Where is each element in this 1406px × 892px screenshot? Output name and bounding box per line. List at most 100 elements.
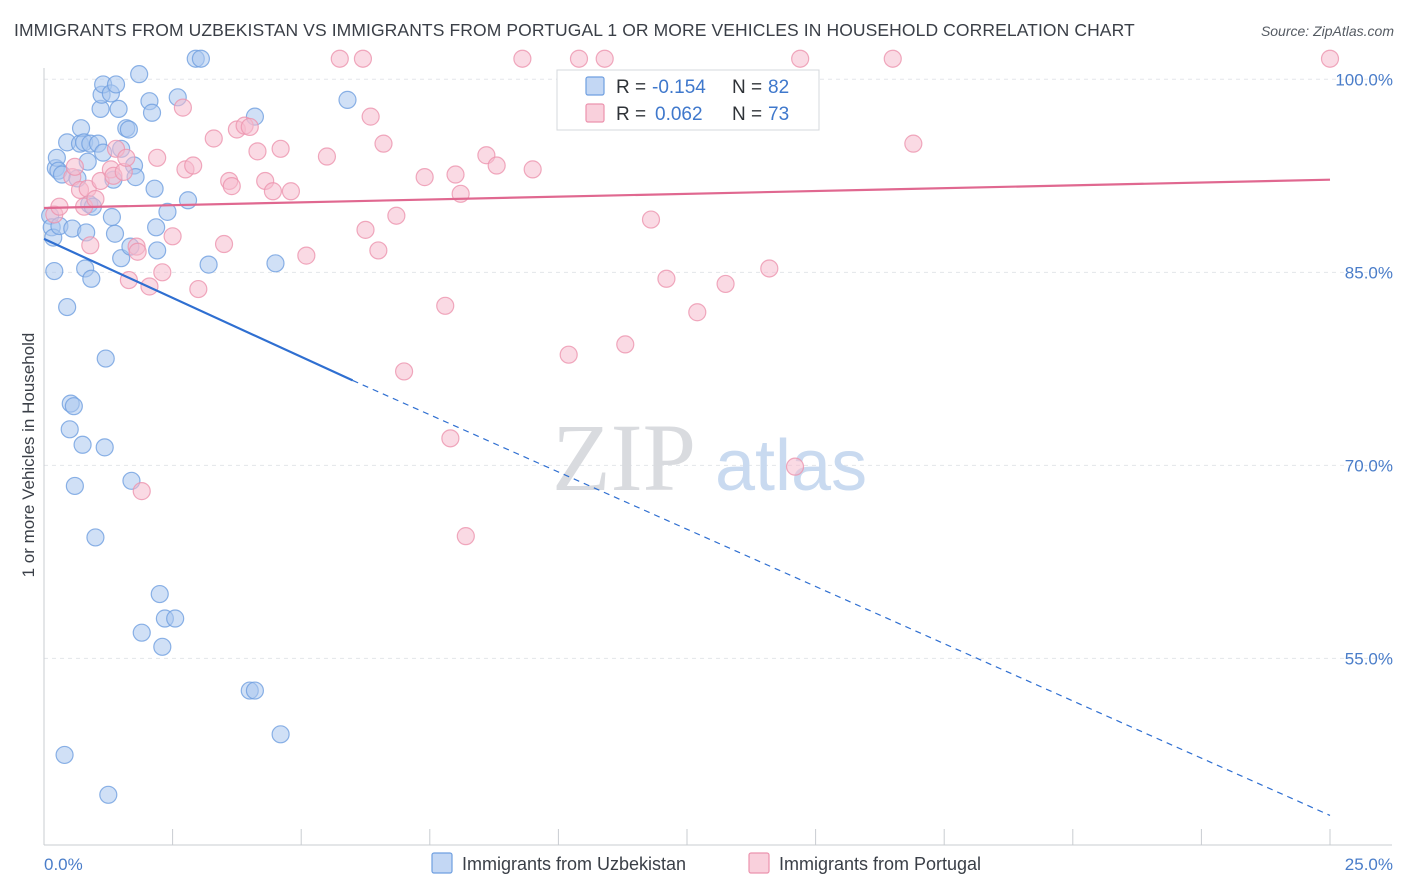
- uzbekistan-point: [130, 65, 149, 84]
- portugal-point: [189, 279, 208, 299]
- y-tick-label: 100.0%: [1335, 70, 1393, 89]
- uzbekistan-point: [96, 349, 115, 368]
- grid-lines: [44, 78, 1392, 659]
- portugal-point: [369, 241, 388, 260]
- uzbekistan-point: [106, 75, 126, 94]
- y-tick-label: 85.0%: [1345, 263, 1393, 282]
- x-tick-labels: 0.0% 25.0%: [44, 855, 1393, 874]
- portugal-point: [240, 117, 259, 137]
- y-tick-labels: 55.0% 70.0% 85.0% 100.0%: [1335, 70, 1393, 668]
- uzbekistan-point: [191, 49, 210, 68]
- portugal-point: [415, 168, 434, 187]
- portugal-point: [1320, 49, 1340, 68]
- uzbekistan-point: [86, 528, 105, 547]
- legend-top-n-label-0: N =: [732, 77, 762, 98]
- uzbekistan-point: [109, 99, 128, 119]
- portugal-point: [148, 148, 167, 167]
- portugal-point: [128, 242, 147, 261]
- uzbekistan-point: [73, 435, 92, 454]
- legend-top-r-value-0: -0.154: [652, 77, 706, 98]
- legend-bottom-label-portugal: Immigrants from Portugal: [779, 854, 981, 874]
- watermark-zip: ZIP: [552, 404, 696, 511]
- legend-top-r-label-0: R =: [616, 77, 646, 98]
- watermark: ZIP atlas: [552, 404, 867, 511]
- portugal-trend-line: [43, 178, 1331, 210]
- portugal-point: [214, 234, 234, 254]
- uzbekistan-point: [119, 120, 138, 139]
- axes: [43, 68, 1392, 846]
- legend-bottom-swatch-uzbekistan: [431, 852, 453, 874]
- portugal-point: [356, 220, 375, 239]
- portugal-point: [222, 177, 241, 196]
- uzbekistan-point: [199, 255, 218, 274]
- uzbekistan-point: [148, 241, 167, 260]
- portugal-point: [523, 160, 542, 179]
- uzbekistan-point: [82, 269, 101, 288]
- legend-bottom-swatch-portugal: [748, 852, 770, 874]
- uzbekistan-trend-extension: [352, 379, 1331, 816]
- portugal-point: [117, 148, 136, 167]
- portugal-point: [163, 227, 182, 246]
- portugal-point: [173, 98, 192, 117]
- portugal-point: [595, 49, 614, 68]
- legend-top-r-value-1: 0.062: [655, 104, 703, 125]
- portugal-point: [394, 362, 414, 381]
- portugal-point: [361, 107, 380, 126]
- uzbekistan-point: [105, 224, 125, 243]
- portugal-point: [297, 246, 316, 265]
- portugal-point: [760, 259, 779, 278]
- uzbekistan-point: [99, 785, 118, 804]
- uzbekistan-point: [153, 637, 172, 656]
- portugal-point: [81, 236, 100, 255]
- portugal-point: [616, 335, 635, 354]
- uzbekistan-point: [132, 623, 151, 642]
- legend-top-swatch-portugal: [585, 103, 605, 123]
- x-tick-label: 0.0%: [44, 855, 83, 874]
- portugal-point: [436, 296, 455, 315]
- uzbekistan-point: [45, 261, 64, 281]
- uzbekistan-point: [178, 191, 198, 210]
- portugal-point: [387, 206, 406, 225]
- uzbekistan-point: [145, 179, 164, 198]
- legend-top-n-value-1: 73: [768, 104, 789, 125]
- portugal-point: [263, 182, 283, 201]
- portugal-point: [86, 189, 105, 209]
- uzbekistan-point: [142, 103, 162, 122]
- portugal-point: [65, 157, 84, 176]
- portugal-point: [688, 303, 707, 322]
- portugal-point: [559, 345, 578, 364]
- uzbekistan-point: [245, 681, 265, 700]
- portugal-point: [641, 210, 661, 229]
- portugal-point: [791, 49, 810, 68]
- portugal-point: [513, 49, 532, 68]
- portugal-point: [441, 429, 460, 448]
- portugal-point: [569, 49, 589, 68]
- uzbekistan-point: [64, 397, 83, 416]
- portugal-point: [153, 263, 172, 282]
- portugal-point: [446, 165, 465, 184]
- portugal-point: [184, 156, 203, 175]
- source-credit: Source: ZipAtlas.com: [1260, 23, 1394, 39]
- chart-title: IMMIGRANTS FROM UZBEKISTAN VS IMMIGRANTS…: [14, 20, 1135, 40]
- uzbekistan-point: [166, 609, 185, 628]
- portugal-point: [487, 156, 506, 175]
- y-axis-title: 1 or more Vehicles in Household: [19, 333, 38, 578]
- legend-top: R = -0.154 N = 82 R = 0.062 N = 73: [556, 69, 820, 131]
- portugal-point: [785, 457, 805, 476]
- uzbekistan-point: [102, 207, 122, 227]
- uzbekistan-point: [147, 218, 166, 237]
- uzbekistan-point: [271, 725, 290, 744]
- portugal-point: [317, 147, 337, 166]
- portugal-point: [271, 139, 290, 158]
- portugal-point: [248, 142, 267, 161]
- legend-top-n-label-1: N =: [732, 104, 762, 125]
- portugal-point: [716, 274, 735, 294]
- uzbekistan-point: [58, 297, 77, 317]
- portugal-point: [904, 134, 923, 153]
- uzbekistan-trend-line: [43, 237, 354, 382]
- uzbekistan-point: [158, 202, 177, 221]
- uzbekistan-point: [338, 90, 357, 109]
- legend-bottom: Immigrants from Uzbekistan Immigrants fr…: [431, 852, 981, 874]
- uzbekistan-point: [60, 420, 79, 439]
